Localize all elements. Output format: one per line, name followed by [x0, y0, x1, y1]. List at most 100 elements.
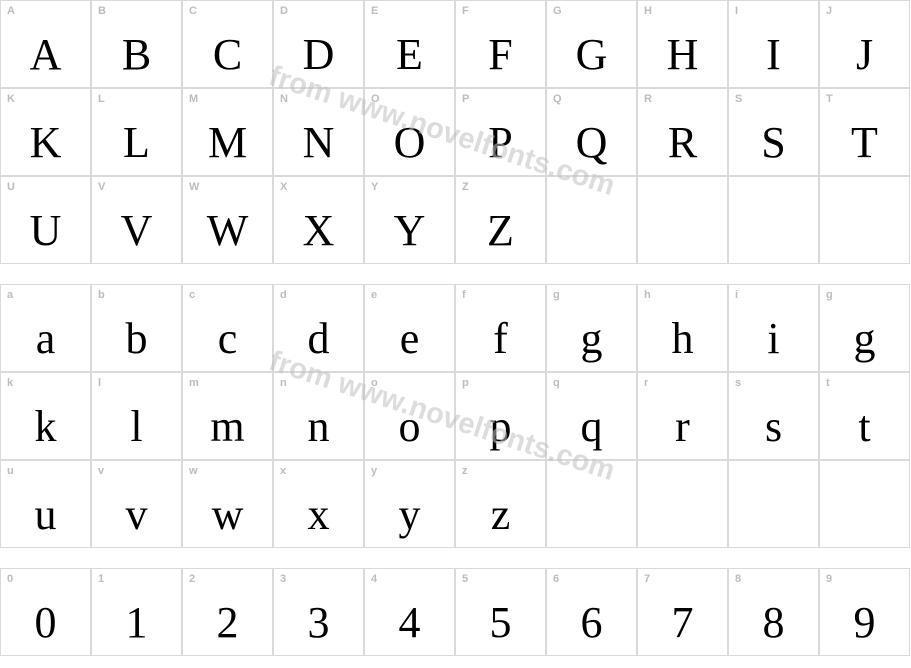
glyph-cell: SS: [728, 88, 819, 176]
cell-key-label: y: [371, 465, 377, 477]
glyph-cell: [819, 460, 910, 548]
row-gap: [0, 548, 911, 568]
glyph-cell: 88: [728, 568, 819, 656]
glyph-cell: 22: [182, 568, 273, 656]
glyph-cell: oo: [364, 372, 455, 460]
glyph-cell: YY: [364, 176, 455, 264]
glyph-cell: [637, 176, 728, 264]
cell-key-label: H: [644, 5, 652, 17]
cell-key-label: M: [189, 93, 198, 105]
glyph-cell: 44: [364, 568, 455, 656]
glyph-cell: gg: [546, 284, 637, 372]
cell-key-label: V: [98, 181, 105, 193]
cell-glyph: k: [35, 405, 57, 449]
glyph-cell: nn: [273, 372, 364, 460]
cell-key-label: Q: [553, 93, 562, 105]
glyph-cell: TT: [819, 88, 910, 176]
cell-key-label: p: [462, 377, 469, 389]
glyph-cell: [728, 460, 819, 548]
cell-glyph: W: [207, 209, 249, 253]
glyph-cell: JJ: [819, 0, 910, 88]
cell-key-label: 1: [98, 573, 104, 585]
cell-key-label: 5: [462, 573, 468, 585]
grid-row: UUVVWWXXYYZZ: [0, 176, 911, 264]
cell-glyph: v: [126, 493, 148, 537]
glyph-cell: HH: [637, 0, 728, 88]
cell-key-label: f: [462, 289, 466, 301]
grid-row: KKLLMMNNOOPPQQRRSSTT: [0, 88, 911, 176]
glyph-cell: zz: [455, 460, 546, 548]
cell-glyph: d: [308, 317, 330, 361]
cell-glyph: U: [30, 209, 62, 253]
glyph-cell: 00: [0, 568, 91, 656]
cell-glyph: 0: [35, 601, 57, 645]
cell-key-label: X: [280, 181, 287, 193]
cell-key-label: u: [7, 465, 14, 477]
cell-key-label: S: [735, 93, 742, 105]
cell-key-label: w: [189, 465, 198, 477]
glyph-cell: PP: [455, 88, 546, 176]
cell-key-label: i: [735, 289, 738, 301]
cell-glyph: I: [766, 33, 781, 77]
cell-key-label: 0: [7, 573, 13, 585]
cell-glyph: Z: [487, 209, 514, 253]
cell-key-label: v: [98, 465, 104, 477]
cell-glyph: h: [672, 317, 694, 361]
cell-key-label: b: [98, 289, 105, 301]
cell-glyph: 4: [399, 601, 421, 645]
cell-glyph: s: [765, 405, 782, 449]
cell-key-label: a: [7, 289, 13, 301]
cell-key-label: T: [826, 93, 833, 105]
glyph-cell: FF: [455, 0, 546, 88]
cell-key-label: k: [7, 377, 13, 389]
glyph-cell: 11: [91, 568, 182, 656]
glyph-cell: pp: [455, 372, 546, 460]
cell-key-label: 4: [371, 573, 377, 585]
glyph-cell: ff: [455, 284, 546, 372]
cell-glyph: l: [130, 405, 142, 449]
cell-key-label: 2: [189, 573, 195, 585]
cell-glyph: o: [399, 405, 421, 449]
cell-key-label: o: [371, 377, 378, 389]
cell-glyph: O: [394, 121, 426, 165]
cell-glyph: y: [399, 493, 421, 537]
cell-key-label: E: [371, 5, 378, 17]
glyph-cell: ZZ: [455, 176, 546, 264]
grid-row: kkllmmnnooppqqrrsstt: [0, 372, 911, 460]
glyph-cell: 55: [455, 568, 546, 656]
cell-glyph: m: [210, 405, 244, 449]
cell-glyph: G: [576, 33, 608, 77]
cell-glyph: H: [667, 33, 699, 77]
cell-key-label: Z: [462, 181, 469, 193]
glyph-cell: [546, 460, 637, 548]
cell-key-label: K: [7, 93, 15, 105]
cell-glyph: F: [488, 33, 512, 77]
grid-row: AABBCCDDEEFFGGHHIIJJ: [0, 0, 911, 88]
glyph-cell: aa: [0, 284, 91, 372]
cell-glyph: B: [122, 33, 151, 77]
cell-glyph: 9: [854, 601, 876, 645]
cell-glyph: V: [121, 209, 153, 253]
cell-glyph: N: [303, 121, 335, 165]
cell-glyph: C: [213, 33, 242, 77]
glyph-cell: vv: [91, 460, 182, 548]
cell-glyph: c: [218, 317, 238, 361]
glyph-cell: DD: [273, 0, 364, 88]
cell-glyph: 6: [581, 601, 603, 645]
cell-key-label: O: [371, 93, 380, 105]
row-gap: [0, 264, 911, 284]
glyph-cell: [728, 176, 819, 264]
cell-key-label: 9: [826, 573, 832, 585]
cell-glyph: 1: [126, 601, 148, 645]
cell-glyph: b: [126, 317, 148, 361]
glyph-cell: 33: [273, 568, 364, 656]
cell-glyph: T: [851, 121, 878, 165]
cell-glyph: Q: [576, 121, 608, 165]
cell-glyph: A: [30, 33, 62, 77]
cell-glyph: 2: [217, 601, 239, 645]
glyph-cell: VV: [91, 176, 182, 264]
glyph-cell: OO: [364, 88, 455, 176]
cell-key-label: t: [826, 377, 830, 389]
glyph-cell: BB: [91, 0, 182, 88]
cell-glyph: t: [858, 405, 870, 449]
